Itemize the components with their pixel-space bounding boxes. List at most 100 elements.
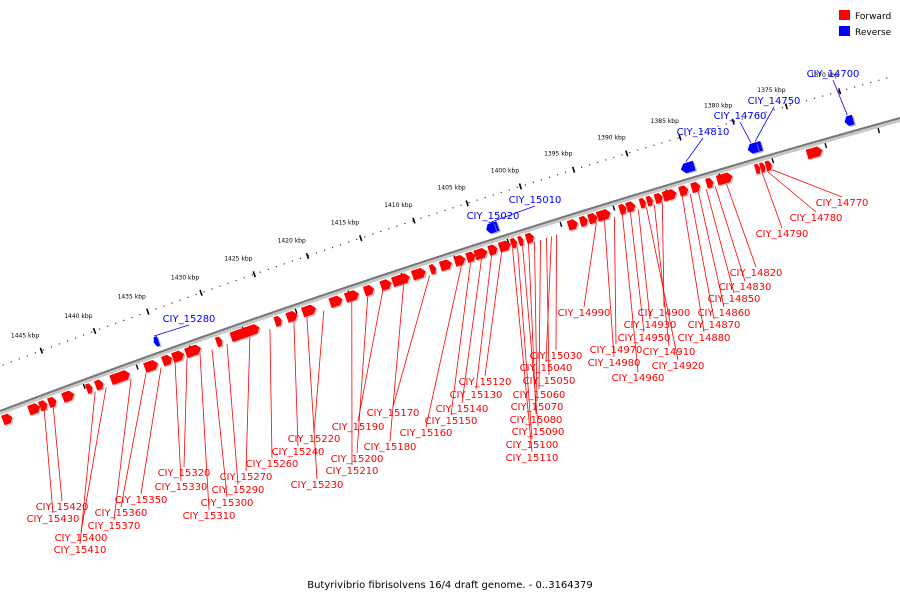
forward-gene-label[interactable]: CIY_15120 xyxy=(459,377,512,388)
forward-gene-label[interactable]: CIY_15160 xyxy=(400,428,453,439)
forward-gene-label[interactable]: CIY_15260 xyxy=(246,459,299,470)
forward-gene[interactable] xyxy=(184,343,204,360)
forward-gene-label[interactable]: CIY_15060 xyxy=(513,390,566,401)
forward-gene[interactable] xyxy=(143,358,161,374)
forward-gene[interactable] xyxy=(473,246,490,262)
forward-gene[interactable] xyxy=(618,203,629,217)
forward-gene-label[interactable]: CIY_15330 xyxy=(155,482,208,493)
forward-gene[interactable] xyxy=(61,389,77,404)
forward-gene-label[interactable]: CIY_15150 xyxy=(425,416,478,427)
forward-gene-label[interactable]: CIY_15410 xyxy=(54,545,107,556)
reverse-gene[interactable] xyxy=(485,222,498,236)
reverse-gene-label[interactable]: CIY_14750 xyxy=(748,96,801,107)
forward-gene[interactable] xyxy=(160,353,175,368)
forward-gene-label[interactable]: CIY_14990 xyxy=(558,308,611,319)
forward-gene-label[interactable]: CIY_15190 xyxy=(332,422,385,433)
forward-gene[interactable] xyxy=(758,161,768,175)
forward-gene[interactable] xyxy=(715,171,736,187)
forward-gene-label[interactable]: CIY_15140 xyxy=(436,404,489,415)
forward-gene[interactable] xyxy=(214,335,226,349)
forward-gene[interactable] xyxy=(638,197,649,210)
forward-gene-label[interactable]: CIY_14980 xyxy=(588,358,641,369)
forward-gene[interactable] xyxy=(273,315,285,329)
forward-gene[interactable] xyxy=(285,309,300,324)
forward-gene[interactable] xyxy=(595,208,614,224)
forward-gene-label[interactable]: CIY_14920 xyxy=(652,361,705,372)
forward-gene[interactable] xyxy=(465,250,478,264)
forward-gene-label[interactable]: CIY_15110 xyxy=(506,453,559,464)
forward-gene[interactable] xyxy=(517,235,526,248)
forward-gene-label[interactable]: CIY_15360 xyxy=(95,508,148,519)
forward-gene-label[interactable]: CIY_14820 xyxy=(730,268,783,279)
reverse-gene-label[interactable]: CIY_15010 xyxy=(509,195,562,206)
forward-gene[interactable] xyxy=(300,303,319,319)
forward-gene-label[interactable]: CIY_14970 xyxy=(590,345,643,356)
forward-gene[interactable] xyxy=(661,188,680,203)
reverse-gene-label[interactable]: CIY_15020 xyxy=(467,211,520,222)
forward-gene[interactable] xyxy=(410,266,429,282)
forward-gene-label[interactable]: CIY_14850 xyxy=(708,294,761,305)
forward-gene-label[interactable]: CIY_15090 xyxy=(512,427,565,438)
forward-gene[interactable] xyxy=(764,160,775,173)
forward-gene-label[interactable]: CIY_15430 xyxy=(27,514,80,525)
forward-gene[interactable] xyxy=(229,322,262,344)
forward-gene[interactable] xyxy=(653,192,666,206)
forward-gene[interactable] xyxy=(391,272,413,289)
forward-gene[interactable] xyxy=(587,212,600,226)
forward-gene-label[interactable]: CIY_14880 xyxy=(678,333,731,344)
forward-gene-label[interactable]: CIY_15050 xyxy=(523,376,576,387)
forward-gene-label[interactable]: CIY_15400 xyxy=(55,533,108,544)
forward-gene[interactable] xyxy=(343,288,362,304)
forward-gene-label[interactable]: CIY_15290 xyxy=(212,485,265,496)
forward-gene[interactable] xyxy=(46,395,60,410)
forward-gene[interactable] xyxy=(428,263,439,276)
reverse-gene-label[interactable]: CIY_14810 xyxy=(677,127,730,138)
forward-gene[interactable] xyxy=(1,412,16,427)
forward-gene-label[interactable]: CIY_15370 xyxy=(88,521,141,532)
forward-gene-label[interactable]: CIY_15210 xyxy=(326,466,379,477)
reverse-gene-label[interactable]: CIY_15280 xyxy=(163,314,216,325)
forward-gene-label[interactable]: CIY_15220 xyxy=(288,434,341,445)
reverse-gene[interactable] xyxy=(679,160,698,175)
forward-gene-label[interactable]: CIY_15130 xyxy=(450,390,503,401)
forward-gene-label[interactable]: CIY_14900 xyxy=(638,308,691,319)
forward-gene[interactable] xyxy=(524,232,537,246)
forward-gene-label[interactable]: CIY_14870 xyxy=(688,320,741,331)
reverse-gene-label[interactable]: CIY_14700 xyxy=(807,69,860,80)
forward-gene[interactable] xyxy=(93,378,107,392)
forward-gene[interactable] xyxy=(438,258,455,273)
forward-gene-label[interactable]: CIY_15230 xyxy=(291,480,344,491)
forward-gene-label[interactable]: CIY_15100 xyxy=(506,440,559,451)
forward-gene-label[interactable]: CIY_15320 xyxy=(158,468,211,479)
reverse-gene-label[interactable]: CIY_14760 xyxy=(714,111,767,122)
forward-gene[interactable] xyxy=(27,401,43,417)
forward-gene[interactable] xyxy=(753,163,763,176)
forward-gene[interactable] xyxy=(171,349,187,364)
forward-gene-label[interactable]: CIY_15040 xyxy=(520,363,573,374)
forward-gene-label[interactable]: CIY_14780 xyxy=(790,213,843,224)
forward-gene[interactable] xyxy=(362,283,377,298)
forward-gene[interactable] xyxy=(487,243,500,257)
reverse-gene[interactable] xyxy=(746,142,761,156)
forward-gene[interactable] xyxy=(566,218,581,232)
forward-gene[interactable] xyxy=(328,294,345,310)
reverse-gene[interactable] xyxy=(843,114,857,128)
forward-gene[interactable] xyxy=(379,278,394,293)
forward-gene[interactable] xyxy=(109,368,133,387)
forward-gene-label[interactable]: CIY_14930 xyxy=(624,320,677,331)
forward-gene-label[interactable]: CIY_14950 xyxy=(618,333,671,344)
forward-gene-label[interactable]: CIY_15070 xyxy=(511,402,564,413)
forward-gene[interactable] xyxy=(509,237,520,250)
forward-gene[interactable] xyxy=(84,382,96,396)
forward-gene[interactable] xyxy=(678,184,691,198)
forward-gene[interactable] xyxy=(38,399,51,413)
forward-gene-label[interactable]: CIY_15270 xyxy=(220,472,273,483)
forward-gene[interactable] xyxy=(705,177,716,190)
forward-gene-label[interactable]: CIY_14770 xyxy=(816,198,869,209)
forward-gene-label[interactable]: CIY_15300 xyxy=(201,498,254,509)
reverse-gene[interactable] xyxy=(152,336,162,349)
forward-gene[interactable] xyxy=(453,253,468,268)
forward-gene-label[interactable]: CIY_14910 xyxy=(643,347,696,358)
forward-gene[interactable] xyxy=(690,181,703,195)
forward-gene-label[interactable]: CIY_15030 xyxy=(530,351,583,362)
